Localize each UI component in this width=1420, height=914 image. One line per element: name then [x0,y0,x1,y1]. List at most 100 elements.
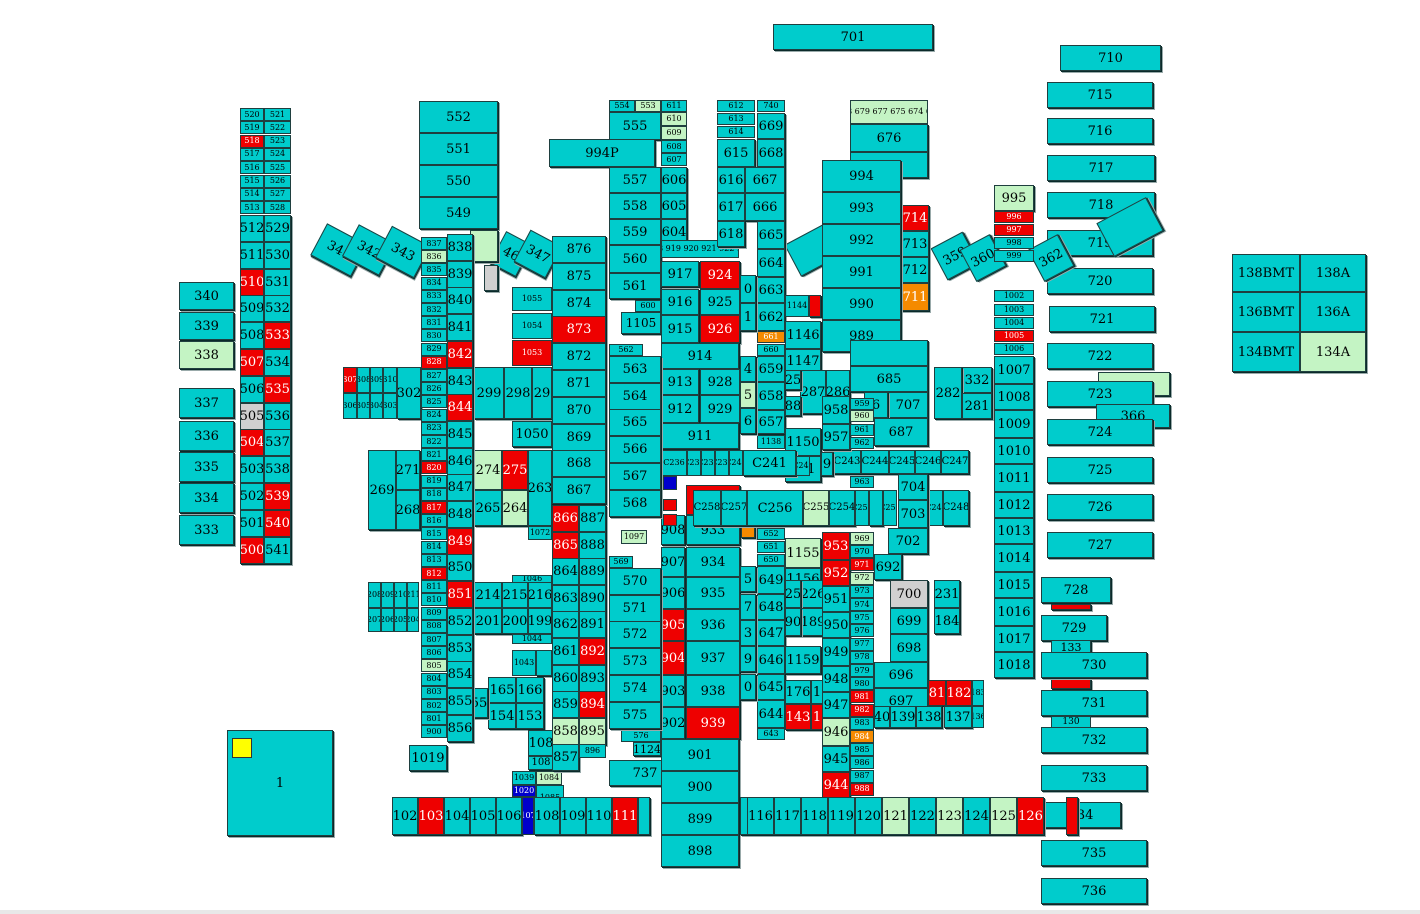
lot-564[interactable]: 564 [609,382,661,410]
lot-533[interactable]: 533 [264,322,291,350]
lot-874[interactable]: 874 [552,289,606,317]
lot-C252[interactable] [663,514,677,526]
lot-row-119[interactable]: 119 [828,797,855,835]
lot-895[interactable]: 895 [579,717,606,745]
lot-905[interactable]: 905 [661,609,685,641]
lot-841[interactable]: 841 [447,314,473,342]
lot-225[interactable]: 25 [785,580,801,608]
lot-725[interactable]: 725 [1047,457,1153,483]
lot-1007[interactable]: 1007 [994,356,1034,384]
lot-138[interactable]: 138 [916,706,942,728]
lot-1044[interactable]: 1044 [512,634,552,644]
lot-928[interactable]: 928 [700,369,740,395]
lot-988[interactable]: 988 [850,782,874,796]
lot-269[interactable]: 269 [368,450,396,530]
lot-653[interactable] [741,526,755,538]
lot-978[interactable]: 978 [850,650,874,664]
lot-549[interactable]: 549 [419,197,498,229]
lot-890[interactable]: 890 [579,584,606,612]
lot-887[interactable]: 887 [579,505,606,532]
lot-row-116[interactable]: 116 [747,797,774,835]
lot-853[interactable]: 853 [447,634,473,662]
lot-row-107[interactable]: 107 [522,797,534,835]
lot-199[interactable]: 199 [528,608,552,634]
lot-274[interactable]: 274 [474,450,502,490]
lot-961[interactable]: 961 [850,424,874,436]
lot-822[interactable]: 822 [421,435,447,448]
lot-row-126[interactable]: 126 [1017,797,1044,835]
lot-522[interactable]: 522 [264,121,291,135]
lot-206[interactable]: 206 [381,608,394,632]
lot-304[interactable]: 304 [370,393,383,419]
lot-871[interactable]: 871 [552,370,606,397]
horizontal-scrollbar[interactable] [0,910,1420,914]
lot-190[interactable]: 90 [785,608,801,636]
lot-869[interactable]: 869 [552,423,606,451]
lot-134a[interactable]: 134A [1300,332,1366,372]
lot-536[interactable]: 536 [264,402,291,430]
lot-735[interactable]: 735 [1041,840,1147,866]
lot-210[interactable]: 210 [394,582,407,608]
lot-950[interactable]: 950 [822,612,850,638]
lot-731[interactable]: 731 [1041,690,1147,716]
lot-710[interactable]: 710 [1060,45,1161,71]
lot-947[interactable]: 947 [822,692,850,718]
lot-987[interactable]: 987 [850,769,874,783]
lot-C250[interactable] [663,476,677,490]
lot-308[interactable]: 308 [357,367,370,393]
lot-520[interactable]: 520 [240,108,264,121]
lot-976[interactable]: 976 [850,624,874,638]
lot-338[interactable]: 338 [179,341,234,369]
lot-870[interactable]: 870 [552,396,606,424]
lot-176[interactable]: 176 [785,680,811,704]
lot-740[interactable]: 740 [757,100,785,112]
lot-332[interactable]: 332 [962,367,992,393]
lot-606[interactable]: 606 [661,167,687,193]
lot-133-red[interactable] [1051,679,1091,689]
lot-208[interactable]: 208 [368,582,381,608]
lot-139[interactable]: 139 [890,706,916,728]
lot-288[interactable]: 25 [785,370,801,390]
lot-204[interactable]: 204 [407,608,419,632]
lot-645[interactable]: 645 [757,674,785,700]
lot-610[interactable]: 610 [661,112,687,126]
lot-C253[interactable]: C253 [855,490,869,526]
lot-140[interactable]: 40 [874,706,890,728]
lot-608[interactable]: 608 [661,140,687,153]
lot-C251[interactable] [663,499,677,511]
lot-650[interactable]: 650 [757,554,785,566]
lot-646[interactable]: 646 [757,646,785,674]
lot-925[interactable]: 925 [700,289,740,315]
lot-944[interactable]: 944 [822,772,850,798]
lot-831[interactable]: 831 [421,316,447,330]
lot-C245[interactable]: C245 [889,450,915,474]
lot-1150[interactable]: 1150 [785,428,821,456]
lot-607[interactable]: 607 [661,153,687,166]
lot-201[interactable]: 201 [474,608,502,634]
lot-970[interactable]: 970 [850,545,874,559]
lot-thin-b[interactable]: 1 [740,303,756,331]
lot-801[interactable]: 801 [421,712,447,726]
lot-993[interactable]: 993 [822,192,901,224]
lot-1046[interactable]: 1046 [512,575,552,583]
lot-row-112[interactable] [638,797,650,835]
lot-651[interactable]: 651 [757,541,785,553]
lot-506[interactable]: 506 [240,375,264,403]
lot-516[interactable]: 516 [240,161,264,175]
lot-802[interactable]: 802 [421,699,447,712]
lot-728[interactable]: 728 [1041,577,1111,603]
lot-676[interactable]: 676 [850,124,928,152]
lot-521[interactable]: 521 [264,108,291,121]
lot-860[interactable]: 860 [552,664,579,692]
lot-561[interactable]: 561 [609,273,661,299]
lot-205[interactable]: 205 [394,608,407,632]
lot-814[interactable]: 814 [421,540,447,554]
lot-1155[interactable]: 1155 [785,538,821,568]
lot-727[interactable]: 727 [1047,532,1153,558]
lot-975[interactable]: 975 [850,611,874,625]
lot-865[interactable]: 865 [552,531,579,559]
lot-990[interactable]: 990 [822,288,901,320]
lot-951[interactable]: 951 [822,586,850,612]
lot-997[interactable]: 997 [994,224,1034,236]
lot-696[interactable]: 696 [874,662,928,688]
